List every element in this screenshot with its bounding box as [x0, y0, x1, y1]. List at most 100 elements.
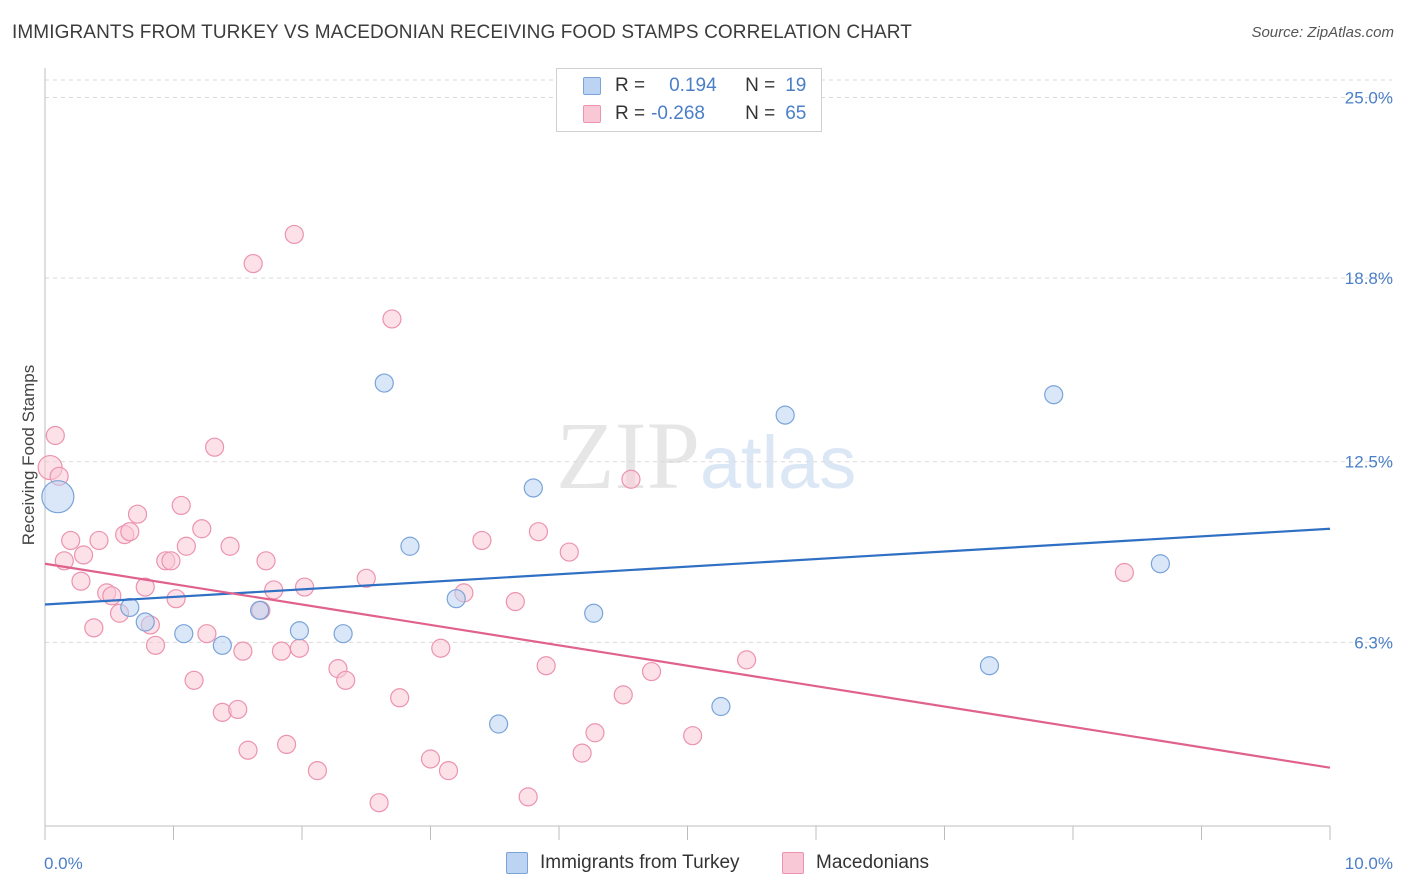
turkey-point [120, 597, 140, 618]
macedonian-point [161, 551, 181, 571]
macedonian-point [621, 469, 641, 489]
macedonian-point [518, 787, 538, 807]
bottom-legend-turkey: Immigrants from Turkey [506, 852, 740, 874]
macedonian-point [307, 761, 328, 781]
macedonian-point [276, 734, 297, 755]
legend-r-value: -0.268 [651, 103, 705, 124]
tick-labels: 6.3% 12.5% 18.8% 25.0% 0.0% 10.0% [44, 88, 1393, 873]
turkey-point [174, 624, 194, 644]
turkey-point [289, 621, 310, 641]
watermark-zip: ZIP [556, 402, 700, 509]
bottom-legend-label-macedonians: Macedonians [816, 852, 930, 873]
turkey-point [489, 714, 509, 734]
macedonian-point [176, 536, 196, 556]
macedonian-point [205, 437, 225, 457]
legend-r-label: R = [615, 103, 646, 124]
macedonian-point [256, 551, 276, 571]
source-label: Source: ZipAtlas.com [1251, 24, 1394, 41]
macedonian-point [1114, 562, 1135, 583]
macedonian-point [585, 723, 605, 743]
macedonian-point [84, 618, 104, 638]
macedonian-point [271, 641, 292, 661]
macedonian-point [135, 577, 155, 597]
macedonian-point [356, 568, 376, 588]
turkey-point [333, 624, 353, 644]
bottom-legend-macedonians: Macedonians [782, 852, 929, 874]
legend-n-value: 65 [785, 103, 807, 124]
legend-r-value: 0.194 [669, 75, 717, 96]
turkey-point [1150, 554, 1170, 574]
macedonian-point [336, 670, 356, 690]
macedonian-point [171, 495, 191, 516]
y-tick-label: 12.5% [1345, 453, 1393, 472]
macedonian-point [294, 577, 315, 597]
legend-n-label: N = [745, 75, 776, 96]
macedonian-point [737, 650, 757, 670]
legend-r-label: R = [615, 75, 646, 96]
macedonian-point [166, 589, 186, 609]
data-points [37, 224, 1170, 813]
macedonian-point [613, 685, 633, 705]
legend-swatch-turkey [583, 77, 601, 95]
macedonian-point [683, 726, 703, 746]
macedonian-point [127, 504, 148, 524]
macedonian-point [641, 661, 662, 682]
turkey-point [400, 536, 420, 556]
turkey-point [1044, 385, 1064, 405]
turkey-point [135, 612, 155, 632]
legend-swatch-macedonian [583, 105, 601, 123]
bottom-legend-label-turkey: Immigrants from Turkey [540, 852, 740, 873]
turkey-point [584, 603, 604, 623]
macedonian-point [120, 522, 140, 542]
legend-n-value: 19 [785, 75, 807, 96]
macedonian-point [438, 761, 459, 781]
macedonian-point [145, 635, 166, 655]
macedonian-point [61, 530, 81, 551]
y-tick-label: 6.3% [1354, 633, 1393, 652]
legend-n-label: N = [745, 103, 776, 124]
macedonian-point [284, 224, 304, 245]
bottom-swatch-macedonians [782, 852, 804, 874]
macedonian-point [228, 699, 248, 720]
turkey-point [775, 405, 795, 425]
macedonian-point [238, 740, 258, 760]
chart-title: IMMIGRANTS FROM TURKEY VS MACEDONIAN REC… [12, 22, 912, 43]
macedonian-point [220, 536, 240, 556]
turkey-trend-line [44, 527, 1331, 606]
legend-row-macedonian: R = -0.268 N = 65 [557, 101, 806, 127]
macedonian-point [505, 592, 525, 612]
turkey-point [979, 656, 1000, 676]
macedonian-point [369, 793, 389, 813]
legend-box: R = 0.194 N = 19 R = -0.268 N = 65 [556, 68, 822, 132]
macedonian-point [197, 624, 217, 644]
macedonian-point [243, 253, 263, 274]
x-tick-label: 10.0% [1345, 854, 1393, 873]
macedonian-point [559, 542, 579, 562]
macedonian-point [382, 309, 402, 329]
y-axis-label: Receiving Food Stamps [19, 365, 38, 545]
macedonian-point [420, 749, 441, 769]
macedonian-point [102, 586, 122, 606]
x-tick-label: 0.0% [44, 854, 83, 873]
turkey-point [446, 589, 466, 609]
macedonian-point [390, 688, 410, 708]
macedonian-point [528, 522, 549, 542]
y-tick-label: 25.0% [1345, 88, 1393, 107]
turkey-point [711, 696, 731, 717]
macedonian-point [73, 545, 94, 565]
axes [44, 68, 1331, 840]
macedonian-point [184, 670, 204, 690]
turkey-point [41, 480, 75, 514]
macedonian-point [192, 519, 212, 539]
y-tick-label: 18.8% [1345, 269, 1393, 288]
watermark: ZIPatlas [556, 400, 856, 511]
macedonian-point [45, 425, 65, 446]
trend-lines [44, 527, 1331, 769]
turkey-point [212, 635, 232, 655]
bottom-swatch-turkey [506, 852, 528, 874]
macedonian-point [472, 530, 492, 551]
macedonian-point [71, 571, 91, 591]
macedonian-point [233, 641, 253, 661]
turkey-point [523, 478, 543, 498]
